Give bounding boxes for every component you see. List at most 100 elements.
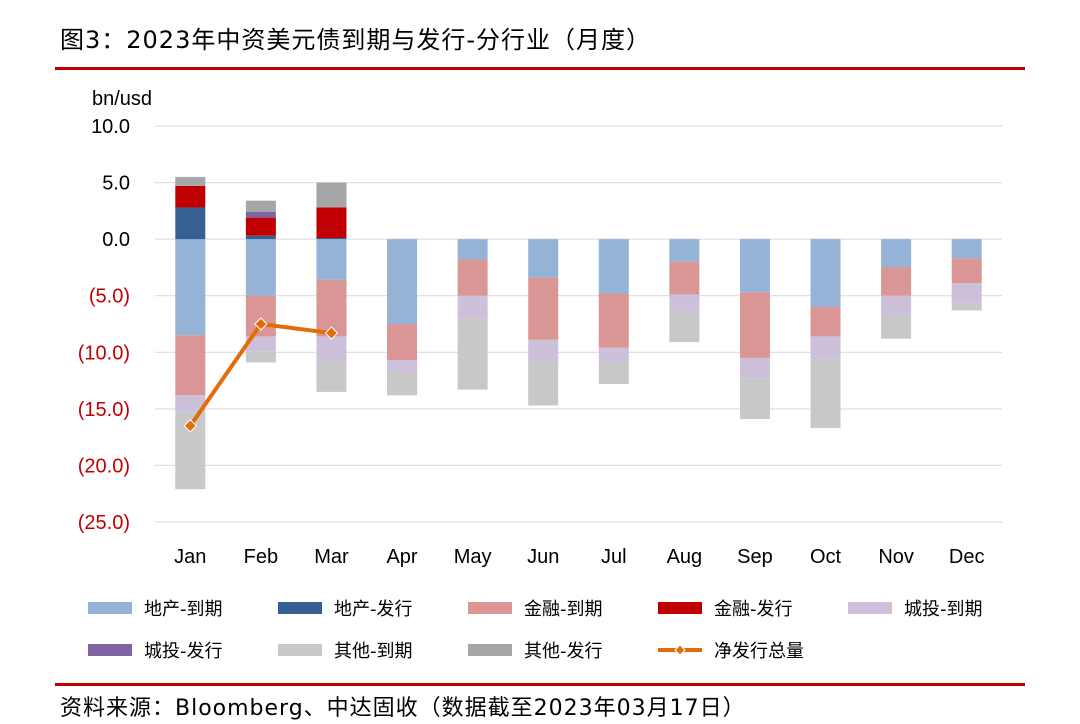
bar-segment xyxy=(669,311,700,343)
bar-segment xyxy=(245,200,276,212)
bar-segment xyxy=(175,395,206,413)
legend-label: 其他-发行 xyxy=(524,641,603,662)
y-tick-label: (25.0) xyxy=(78,512,130,534)
bar-segment xyxy=(669,261,700,295)
legend-label: 地产-发行 xyxy=(334,599,413,620)
y-tick-label: (10.0) xyxy=(78,342,130,364)
bar-segment xyxy=(175,185,206,208)
x-tick-label: Dec xyxy=(949,546,985,568)
bar-segment xyxy=(810,359,841,429)
legend-label: 金融-到期 xyxy=(524,599,603,620)
bar-segment xyxy=(387,360,418,373)
bar-segment xyxy=(528,239,559,278)
bar-segment xyxy=(739,357,770,379)
legend-swatch xyxy=(278,644,322,656)
legend-swatch xyxy=(278,602,322,614)
legend-swatch xyxy=(88,644,132,656)
y-tick-label: 5.0 xyxy=(102,173,130,195)
x-tick-label: May xyxy=(454,546,492,568)
bar-segment xyxy=(316,182,347,208)
bar-segment xyxy=(951,283,982,304)
x-tick-label: Apr xyxy=(386,546,417,568)
bar-segment xyxy=(810,239,841,308)
bar-segment xyxy=(457,259,488,296)
bar-segment xyxy=(528,277,559,340)
bar-segment xyxy=(810,307,841,337)
bar-segment xyxy=(739,239,770,293)
bar-segment xyxy=(387,372,418,396)
bar-segment xyxy=(669,294,700,312)
legend-swatch xyxy=(468,644,512,656)
bar-segment xyxy=(881,267,912,296)
legend-swatch xyxy=(88,602,132,614)
y-tick-label: (15.0) xyxy=(78,399,130,421)
bar-segment xyxy=(175,207,206,240)
bar-segment xyxy=(598,293,629,348)
bar-segment xyxy=(739,292,770,358)
bar-segment xyxy=(598,347,629,363)
net-issuance-point xyxy=(183,419,197,433)
bar-segment xyxy=(457,239,488,260)
bar-segment xyxy=(951,303,982,311)
title-rule xyxy=(55,67,1025,70)
legend-swatch xyxy=(658,602,702,614)
bar-segment xyxy=(245,336,276,352)
bar-segment xyxy=(387,324,418,361)
legend-swatch-marker xyxy=(674,644,686,656)
bar-segment xyxy=(739,378,770,420)
bar-segment xyxy=(457,318,488,390)
bar-segment xyxy=(175,176,206,186)
bar-segment xyxy=(245,211,276,218)
legend-label: 金融-发行 xyxy=(714,599,793,620)
y-tick-label: (5.0) xyxy=(89,286,130,308)
x-tick-label: Jun xyxy=(527,546,559,568)
y-tick-label: 0.0 xyxy=(102,229,130,251)
x-tick-label: Aug xyxy=(667,546,703,568)
x-tick-label: Feb xyxy=(244,546,278,568)
bar-segment xyxy=(387,239,418,324)
bar-segment xyxy=(245,235,276,240)
legend-label: 地产-到期 xyxy=(144,599,223,620)
bar-segment xyxy=(951,258,982,284)
y-axis-unit: bn/usd xyxy=(92,88,152,110)
bar-segment xyxy=(598,362,629,384)
bar-segment xyxy=(316,207,347,239)
x-tick-label: Jul xyxy=(601,546,627,568)
bar-segment xyxy=(316,336,347,362)
bar-segment xyxy=(598,239,629,294)
bar-segment xyxy=(245,217,276,236)
bar-segment xyxy=(810,336,841,360)
bar-segment xyxy=(316,239,347,280)
bar-segment xyxy=(881,295,912,317)
chart-title: 图3：2023年中资美元债到期与发行-分行业（月度） xyxy=(60,26,652,54)
y-tick-label: 10.0 xyxy=(91,116,130,138)
legend-swatch xyxy=(848,602,892,614)
bar-segment xyxy=(457,295,488,319)
bar-segment xyxy=(175,239,206,336)
bar-segment xyxy=(316,238,347,240)
x-tick-label: Sep xyxy=(737,546,773,568)
x-tick-label: Oct xyxy=(810,546,842,568)
bar-segment xyxy=(881,316,912,339)
net-issuance-point xyxy=(254,317,268,331)
bar-segment xyxy=(881,239,912,268)
legend-label: 城投-发行 xyxy=(144,641,223,662)
bar-segment xyxy=(951,239,982,259)
source-note: 资料来源：Bloomberg、中达固收（数据截至2023年03月17日） xyxy=(60,696,746,721)
legend-label: 净发行总量 xyxy=(714,641,804,662)
x-tick-label: Mar xyxy=(314,546,349,568)
bar-segment xyxy=(528,361,559,406)
bar-segment xyxy=(528,339,559,362)
bar-segment xyxy=(669,239,700,262)
bar-segment xyxy=(245,239,276,296)
y-tick-label: (20.0) xyxy=(78,455,130,477)
legend-swatch xyxy=(468,602,512,614)
source-rule xyxy=(55,683,1025,686)
bar-segment xyxy=(175,335,206,396)
legend-label: 城投-到期 xyxy=(904,599,983,620)
x-tick-label: Jan xyxy=(174,546,206,568)
bar-segment xyxy=(316,361,347,392)
bar-segment xyxy=(245,351,276,363)
x-tick-label: Nov xyxy=(878,546,914,568)
